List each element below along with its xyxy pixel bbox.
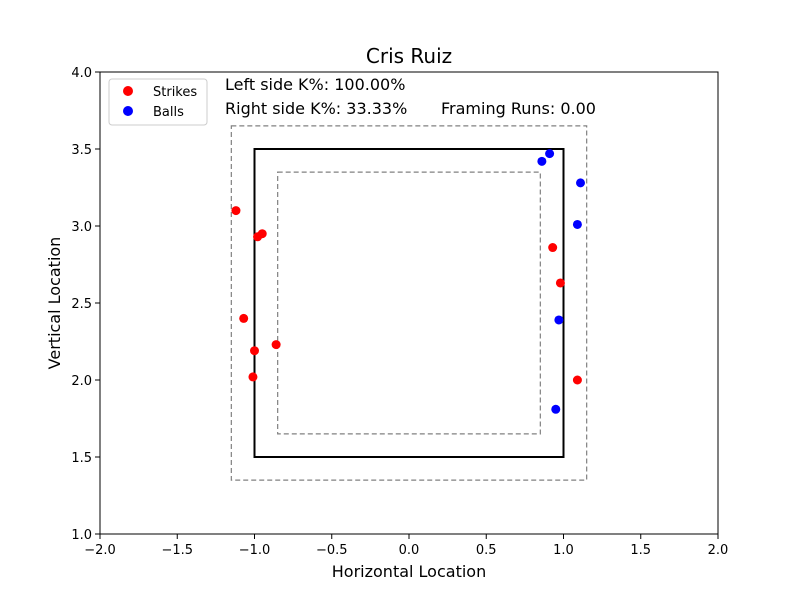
x-tick-label: −1.0 (239, 543, 271, 558)
x-tick-label: 0.0 (399, 543, 420, 558)
balls-point-4 (554, 315, 564, 325)
x-tick-label: −0.5 (316, 543, 348, 558)
framing-runs-annotation: Framing Runs: 0.00 (441, 99, 596, 118)
y-tick-label: 1.5 (71, 451, 92, 466)
y-tick-label: 3.0 (71, 220, 92, 235)
y-tick-label: 4.0 (71, 66, 92, 81)
x-tick-label: 2.0 (708, 543, 729, 558)
balls-point-5 (551, 404, 561, 414)
outer-zone-rect (230, 125, 588, 481)
left-k-annotation: Left side K%: 100.00% (225, 75, 405, 94)
inner-zone-rect (277, 171, 541, 435)
strike-zone-rect (253, 148, 565, 458)
balls-point-3 (572, 219, 582, 229)
x-tick-label: 1.5 (630, 543, 651, 558)
y-tick-label: 3.5 (71, 143, 92, 158)
y-tick-label: 1.0 (71, 528, 92, 543)
right-k-annotation: Right side K%: 33.33% (225, 99, 407, 118)
x-tick-label: −1.5 (161, 543, 193, 558)
strikes-point-7 (548, 243, 558, 253)
legend: Strikes Balls (108, 78, 208, 126)
y-tick-label: 2.5 (71, 297, 92, 312)
legend-box (108, 78, 208, 126)
balls-point-2 (575, 178, 585, 188)
strikes-point-4 (250, 346, 259, 356)
y-axis-ticks: 1.0 1.5 2.0 2.5 3.0 3.5 4.0 (71, 66, 100, 543)
x-tick-label: −2.0 (84, 543, 116, 558)
strikes-point-2 (257, 229, 267, 239)
y-axis-label: Vertical Location (45, 237, 64, 370)
strikes-point-0 (231, 206, 241, 216)
x-tick-label: 0.5 (476, 543, 497, 558)
points-layer (231, 149, 585, 414)
legend-balls-label: Balls (153, 105, 184, 120)
strikes-point-3 (239, 313, 249, 323)
chart-title: Cris Ruiz (366, 44, 452, 68)
balls-point-0 (537, 156, 547, 166)
x-tick-label: 1.0 (553, 543, 574, 558)
legend-strikes-marker (123, 86, 133, 96)
strikes-point-9 (572, 375, 582, 385)
y-tick-label: 2.0 (71, 374, 92, 389)
zones-layer (230, 125, 588, 481)
legend-strikes-label: Strikes (153, 85, 197, 100)
x-axis-ticks: −2.0 −1.5 −1.0 −0.5 0.0 0.5 1.0 1.5 2.0 (84, 534, 728, 558)
strikes-point-8 (555, 278, 565, 288)
plot-area (100, 72, 718, 534)
legend-balls-marker (123, 106, 133, 116)
x-axis-label: Horizontal Location (332, 562, 486, 581)
strikes-point-6 (248, 372, 258, 382)
strikes-point-5 (271, 340, 281, 350)
balls-point-1 (545, 149, 555, 159)
